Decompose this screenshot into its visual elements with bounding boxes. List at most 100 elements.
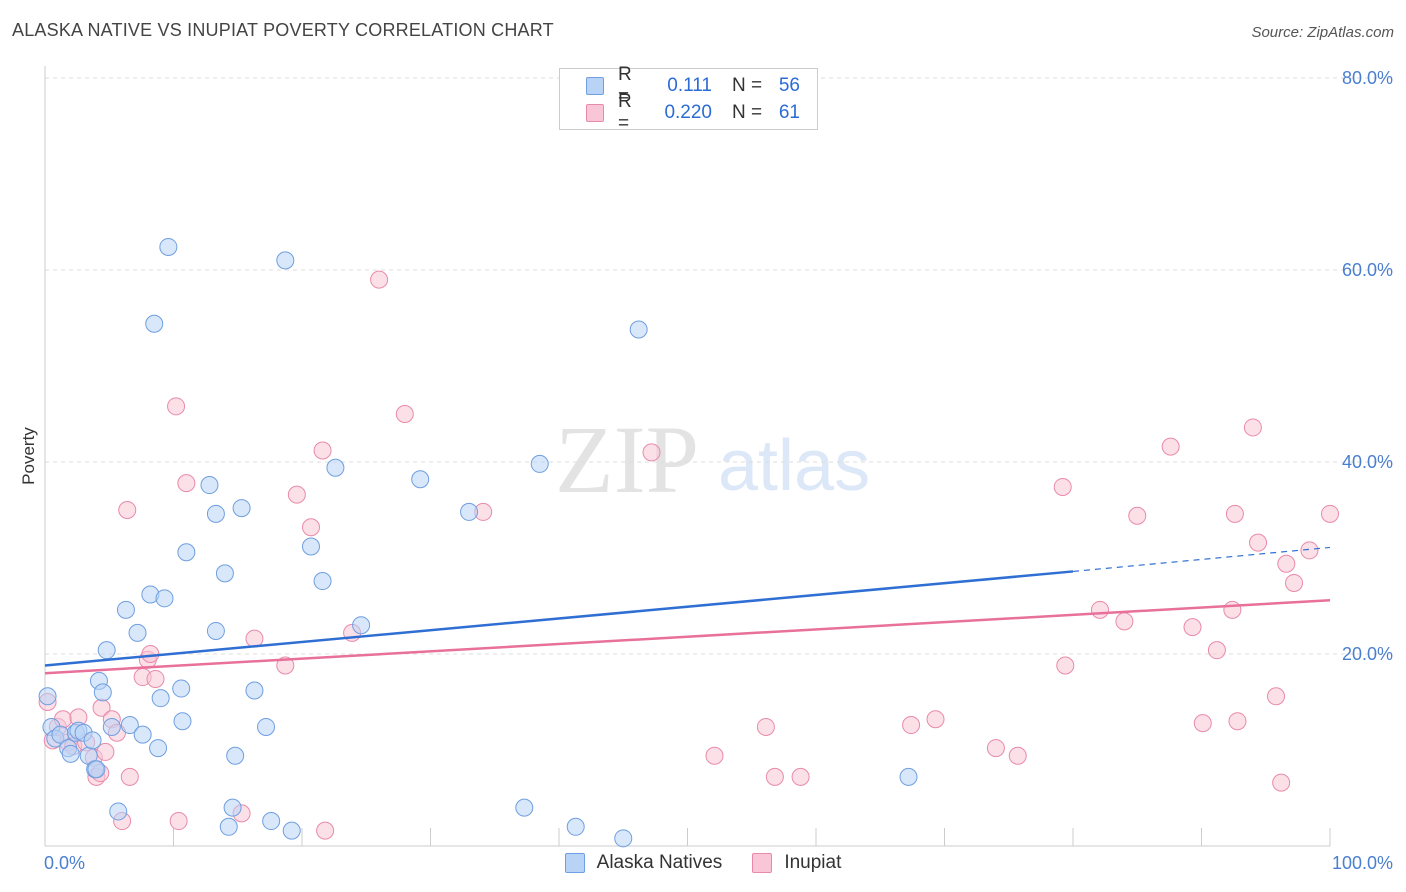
alaska-natives-point [282,821,301,840]
inupiat-point [926,710,945,729]
alaska-natives-trend-line [44,570,1074,667]
inupiat-point [1090,600,1109,619]
alaska-natives-point [149,739,168,758]
inupiat-point [1267,687,1286,706]
alaska-natives-point [159,237,178,256]
inupiat-point [1008,746,1027,765]
alaska-natives-point [102,717,121,736]
legend-row-inupiat: R = 0.220 N = 61 [586,91,800,134]
inupiat-point [370,270,389,289]
inupiat-point [1115,612,1134,631]
alaska-natives-point [173,712,192,731]
y-tick-label: 40.0% [1342,452,1393,472]
series-legend-inupiat[interactable]: Inupiat [752,852,841,874]
inupiat-point [986,739,1005,758]
alaska-natives-point [145,314,164,333]
inupiat-point [146,669,165,688]
inupiat-point [167,397,186,416]
alaska-natives-point [177,543,196,562]
y-tick-label: 80.0% [1342,68,1393,88]
inupiat-point [141,645,160,663]
alaska-natives-point [566,817,585,836]
y-tick-label: 20.0% [1342,644,1393,664]
inupiat-point [1053,477,1072,496]
inupiat-point [642,443,661,462]
n-label: N = [732,102,763,123]
alaska-natives-point [109,802,128,821]
inupiat-point [1207,641,1226,660]
alaska-natives-point [206,621,225,640]
trend-lines [44,546,1331,675]
inupiat-point [1249,533,1268,552]
alaska-natives-point [206,504,225,523]
alaska-natives-point [326,458,345,477]
alaska-natives-point [614,829,633,848]
inupiat-point [96,742,115,761]
n-value: 56 [778,75,800,96]
inupiat-point [177,474,196,493]
watermark-atlas: atlas [718,426,870,506]
alaska-natives-point [128,623,147,642]
watermark-zip: ZIP [555,406,699,513]
legend-row-alaska-natives: R = 0.111 N = 56 [586,64,800,107]
series-swatch-alaska-natives [564,853,585,873]
inupiat-point [1277,554,1296,573]
chart-title: ALASKA NATIVE VS INUPIAT POVERTY CORRELA… [12,20,554,40]
legend-swatch-inupiat [586,104,604,122]
alaska-natives-point [38,687,57,706]
alaska-natives-point [97,641,116,660]
inupiat-point [1183,618,1202,637]
inupiat-point [316,821,335,840]
alaska-natives-point [219,817,238,836]
alaska-natives-point [93,683,112,702]
source-label: Source: ZipAtlas.com [1251,24,1394,41]
axes [44,66,1331,847]
series-swatch-inupiat [752,853,773,873]
inupiat-point [1056,656,1075,675]
alaska-natives-point [352,616,371,635]
inupiat-point [1321,504,1339,523]
series-legend-alaska-natives[interactable]: Alaska Natives [564,852,722,874]
n-value: 61 [778,102,800,123]
inupiat-point [395,405,414,423]
series-legend: Alaska Natives Inupiat [0,852,1406,874]
alaska-natives-point [899,767,918,786]
alaska-natives-point [257,717,276,736]
inupiat-point [902,716,921,735]
inupiat-trend-line [44,598,1331,675]
inupiat-point [705,746,724,765]
inupiat-point [169,812,188,831]
inupiat-point [765,767,784,786]
series-label-inupiat: Inupiat [784,852,842,873]
tick-labels: 20.0% 40.0% 60.0% 80.0% 0.0% 100.0% [44,68,1393,873]
inupiat-point [276,656,295,675]
legend-swatch-alaska-natives [586,77,604,95]
alaska-natives-point [172,679,191,698]
n-label: N = [732,75,763,96]
r-label: R = [618,64,632,107]
inupiat-point [1300,541,1319,560]
gridlines [45,77,1392,655]
r-label: R = [618,91,632,134]
y-tick-label: 60.0% [1342,260,1393,280]
inupiat-point [301,518,320,537]
data-points [38,237,1339,848]
inupiat-point [791,767,810,786]
inupiat-point [756,717,775,736]
inupiat-point [287,485,306,504]
inupiat-point [1161,437,1180,456]
inupiat-point [1228,712,1247,731]
alaska-natives-point [83,731,102,750]
inupiat-point [1128,506,1147,525]
alaska-natives-point [262,812,281,831]
alaska-natives-point [226,746,245,765]
x-tick-label-min: 0.0% [44,853,85,873]
alaska-natives-point [133,725,152,744]
alaska-natives-point [411,470,430,489]
alaska-natives-point [155,589,174,608]
alaska-natives-point [313,572,332,591]
alaska-natives-point [460,502,479,521]
alaska-natives-point [215,564,234,583]
alaska-natives-point [245,681,264,700]
y-axis-label: Poverty [19,427,38,485]
